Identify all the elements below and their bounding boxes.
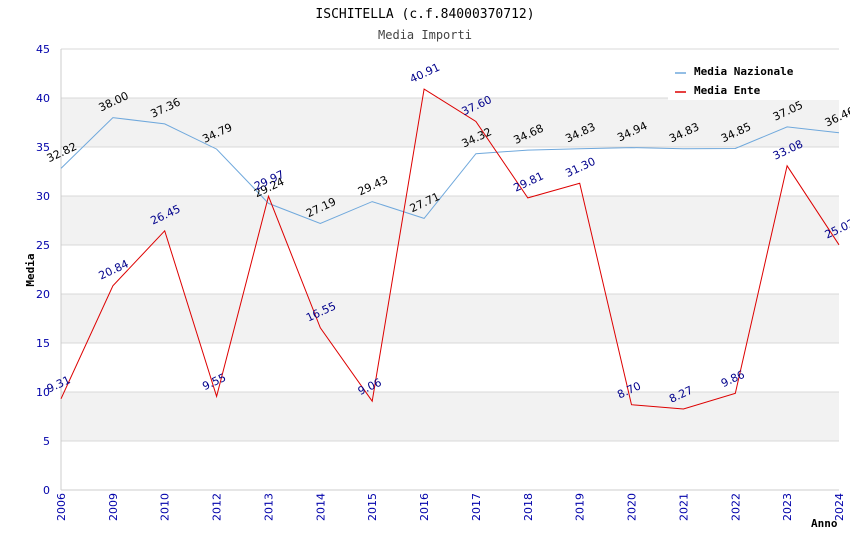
legend-box	[668, 60, 844, 100]
x-tick-label: 2012	[211, 493, 224, 521]
y-tick-label: 15	[36, 337, 50, 350]
legend: Media Nazionale Media Ente	[668, 60, 844, 100]
x-tick-label: 2018	[522, 493, 535, 521]
data-label-media-ente: 20.84	[97, 257, 131, 282]
chart-title: ISCHITELLA (c.f.84000370712)	[315, 7, 534, 22]
gridlines	[61, 48, 839, 491]
x-tick-label: 2013	[262, 493, 275, 521]
y-tick-label: 5	[43, 435, 50, 448]
x-tick-label: 2024	[833, 493, 846, 521]
grid-band	[61, 392, 839, 441]
x-tick-label: 2021	[677, 493, 690, 521]
y-tick-label: 20	[36, 288, 50, 301]
grid-band	[61, 98, 839, 147]
x-axis-label: Anno	[811, 517, 838, 530]
grid-band	[61, 196, 839, 245]
x-tick-label: 2022	[729, 493, 742, 521]
x-tick-label: 2017	[470, 493, 483, 521]
chart-subtitle: Media Importi	[378, 28, 472, 42]
y-axis-ticks: 0 5 10 15 20 25 30 35 40 45	[36, 43, 50, 497]
y-tick-label: 10	[36, 386, 50, 399]
axes	[60, 49, 839, 491]
data-label-media-ente: 9.86	[719, 368, 747, 390]
data-label-media-nazionale: 29.43	[356, 173, 390, 198]
y-tick-label: 35	[36, 141, 50, 154]
x-tick-label: 2006	[55, 493, 68, 521]
series-line-media-nazionale	[60, 117, 840, 225]
data-label-media-ente: 29.81	[512, 169, 546, 194]
series-lines	[60, 88, 840, 410]
legend-label-media-nazionale: Media Nazionale	[694, 65, 794, 78]
x-tick-label: 2020	[626, 493, 639, 521]
x-tick-label: 2019	[574, 493, 587, 521]
data-label-media-ente: 40.91	[408, 61, 442, 86]
x-tick-label: 2009	[107, 493, 120, 521]
x-axis-ticks: 2006 2009 2010 2012 2013 2014 2015 2016 2017 2018…	[55, 493, 846, 521]
background-bands	[61, 98, 839, 441]
y-tick-label: 40	[36, 92, 50, 105]
data-label-media-ente: 31.30	[563, 155, 597, 180]
y-axis-label: Media	[24, 253, 37, 286]
x-tick-label: 2016	[418, 493, 431, 521]
y-tick-label: 25	[36, 239, 50, 252]
x-tick-label: 2014	[314, 493, 327, 521]
y-tick-label: 30	[36, 190, 50, 203]
x-tick-label: 2010	[159, 493, 172, 521]
y-tick-label: 45	[36, 43, 50, 56]
y-tick-label: 0	[43, 484, 50, 497]
x-tick-label: 2023	[781, 493, 794, 521]
series-line-media-ente	[60, 88, 840, 410]
grid-band	[61, 294, 839, 343]
x-tick-label: 2015	[366, 493, 379, 521]
legend-label-media-ente: Media Ente	[694, 84, 761, 97]
